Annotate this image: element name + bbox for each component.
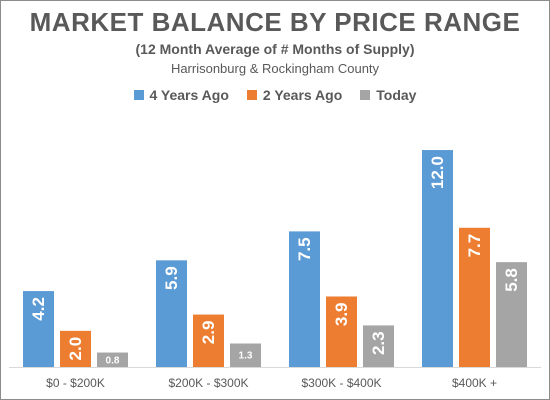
x-tick-label: $200K - $300K	[168, 376, 248, 390]
data-label: 7.7	[465, 234, 484, 258]
chart-title: MARKET BALANCE BY PRICE RANGE	[29, 7, 521, 37]
data-label: 7.5	[295, 237, 314, 261]
chart-subsubtitle: Harrisonburg & Rockingham County	[170, 61, 380, 76]
x-tick-label: $300K - $400K	[301, 376, 381, 390]
x-tick-label: $0 - $200K	[46, 376, 105, 390]
data-label: 3.9	[332, 302, 351, 326]
data-label: 12.0	[428, 156, 447, 189]
legend-label: Today	[376, 87, 417, 103]
legend-swatch	[133, 90, 144, 100]
bar	[60, 330, 91, 367]
data-label: 2.0	[66, 337, 85, 361]
legend-item: Today	[360, 87, 416, 103]
bar	[23, 291, 54, 367]
data-label: 5.8	[502, 268, 521, 292]
data-label: 2.9	[199, 321, 218, 345]
bar	[422, 150, 453, 367]
x-tick-label: $400K +	[452, 376, 497, 390]
bar	[230, 343, 261, 367]
legend-item: 4 Years Ago	[133, 87, 229, 103]
data-label: 2.3	[369, 331, 388, 355]
bar	[363, 325, 394, 367]
bar	[193, 314, 224, 367]
bar	[97, 352, 128, 367]
legend-label: 4 Years Ago	[149, 87, 229, 103]
data-label: 0.8	[106, 355, 120, 366]
legend-item: 2 Years Ago	[246, 87, 343, 103]
chart-subtitle: (12 Month Average of # Months of Supply)	[135, 41, 415, 57]
data-label: 4.2	[29, 297, 48, 321]
data-label: 1.3	[239, 351, 253, 362]
legend-swatch	[246, 90, 257, 100]
legend-swatch	[360, 90, 371, 100]
chart-legend: 4 Years Ago 2 Years Ago Today	[1, 87, 549, 103]
legend-label: 2 Years Ago	[262, 87, 343, 103]
bar	[156, 260, 187, 367]
bar	[289, 231, 320, 367]
bar	[496, 262, 527, 367]
bar	[326, 296, 357, 367]
data-label: 5.9	[162, 266, 181, 290]
bar	[459, 227, 490, 367]
